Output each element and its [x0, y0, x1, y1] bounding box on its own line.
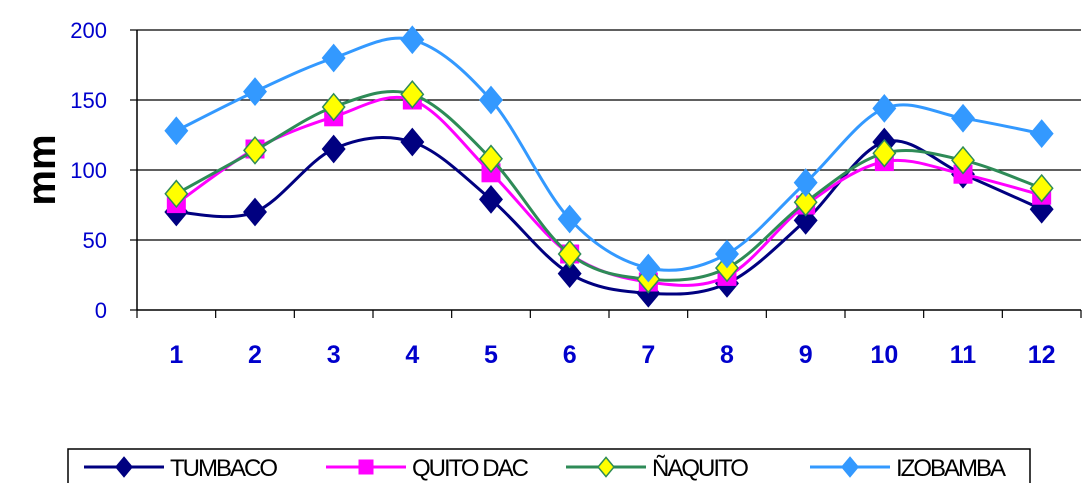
y-tick-label: 50 [83, 228, 107, 253]
x-tick-label: 6 [563, 341, 577, 369]
series-line-quito-dac [175, 95, 1043, 287]
series-quito-dac [166, 90, 1052, 292]
data-point [243, 136, 267, 165]
x-tick-label: 7 [641, 341, 655, 369]
y-axis-label: mm [20, 134, 64, 205]
series-ñaquito [164, 80, 1054, 294]
legend-label: TUMBACO [170, 455, 277, 482]
data-point [164, 116, 189, 146]
data-point [400, 80, 425, 109]
series-tumbaco [164, 127, 1054, 308]
data-point [951, 145, 975, 175]
x-tick-label: 2 [248, 341, 262, 369]
data-point [400, 25, 425, 55]
data-point [793, 168, 818, 197]
x-tick-label: 9 [799, 341, 813, 369]
x-tick-label: 12 [1028, 341, 1056, 369]
data-point [557, 239, 582, 269]
data-point [321, 134, 346, 164]
x-tick-label: 11 [950, 341, 977, 369]
y-tick-label: 150 [70, 88, 107, 113]
data-point [243, 77, 267, 106]
x-tick-label: 3 [327, 341, 341, 369]
legend: TUMBACO QUITO DAC ÑAQUITO IZOBAMBA [67, 448, 1031, 483]
gridlines [137, 29, 1081, 241]
x-tick-label: 10 [870, 341, 898, 369]
data-point [636, 253, 661, 283]
x-tick-label: 4 [405, 341, 419, 369]
data-point [479, 144, 503, 174]
data-point [872, 94, 897, 123]
x-tick-label: 5 [484, 341, 498, 369]
x-tick-labels: 1 2 3 4 5 6 7 8 9 10 11 12 [136, 310, 1082, 369]
y-tick-labels: 0 50 100 150 200 [70, 18, 137, 323]
data-point [479, 85, 503, 115]
data-point [557, 204, 582, 234]
data-point [872, 138, 897, 168]
legend-label: IZOBAMBA [896, 455, 1006, 482]
data-point [951, 103, 975, 133]
data-point [1029, 173, 1054, 203]
legend-swatch-marker [841, 456, 859, 478]
data-point [164, 179, 189, 209]
legend-label: QUITO DAC [412, 455, 529, 482]
data-point [715, 239, 739, 269]
data-point [321, 43, 346, 73]
data-point [321, 92, 346, 122]
legend-swatch-marker [115, 456, 133, 478]
series-layer [164, 25, 1054, 308]
y-tick-label: 200 [70, 18, 107, 43]
x-tick-label: 1 [169, 341, 183, 369]
data-point [793, 187, 818, 217]
data-point [243, 197, 267, 227]
data-point [557, 259, 582, 288]
data-point [479, 185, 503, 214]
legend-label: ÑAQUITO [652, 455, 748, 482]
x-tick-label: 8 [720, 341, 734, 369]
series-line-izobamba [175, 36, 1042, 272]
y-tick-label: 0 [95, 298, 107, 323]
data-point [1029, 119, 1054, 148]
data-point [400, 127, 425, 157]
y-tick-label: 100 [70, 158, 107, 183]
legend-swatch-marker [597, 456, 615, 478]
series-izobamba [164, 25, 1054, 283]
legend-swatch-marker [358, 459, 374, 475]
